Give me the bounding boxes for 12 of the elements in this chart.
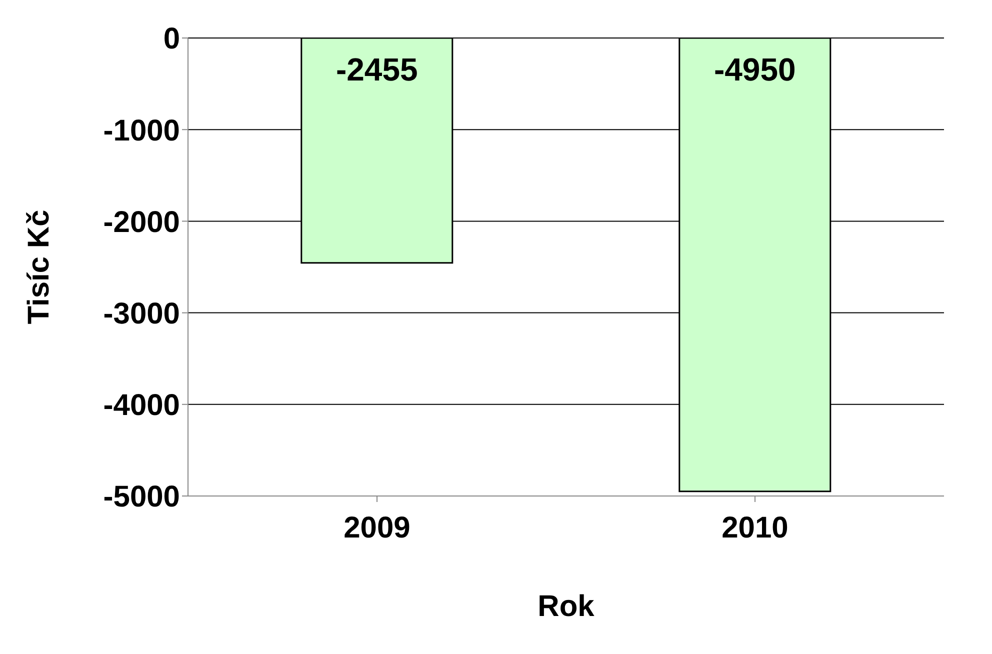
- x-axis-title: Rok: [538, 590, 595, 623]
- data-label: -2455: [336, 52, 418, 88]
- y-axis-title: Tisíc Kč: [22, 210, 56, 324]
- x-tick-label: 2009: [344, 511, 410, 544]
- y-tick-label: -1000: [103, 114, 180, 148]
- y-tick-label: -3000: [103, 297, 180, 330]
- y-tick-label: -5000: [103, 480, 180, 514]
- data-label: -4950: [714, 52, 796, 88]
- y-tick-label: 0: [163, 22, 180, 56]
- x-tick-label: 2010: [722, 511, 788, 544]
- y-tick-label: -2000: [103, 206, 180, 239]
- y-tick-label: -4000: [103, 389, 180, 422]
